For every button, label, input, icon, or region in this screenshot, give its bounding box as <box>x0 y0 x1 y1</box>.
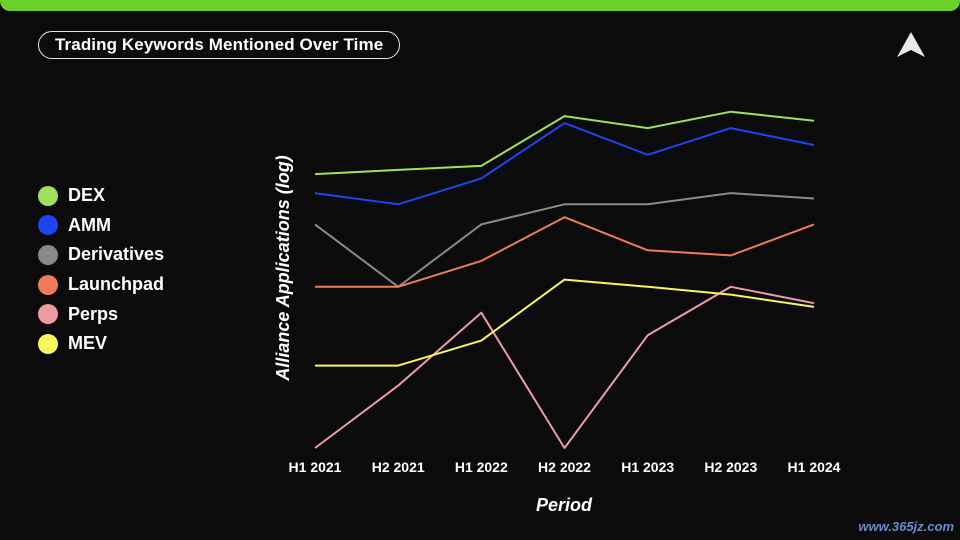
legend-dot-derivatives <box>38 244 58 265</box>
x-tick-labels: H1 2021 H2 2021 H1 2022 H2 2022 H1 2023 H2 20… <box>289 459 841 475</box>
chart-title: Trading Keywords Mentioned Over Time <box>38 31 401 59</box>
series-line-dex <box>314 110 815 176</box>
series-line-amm <box>314 122 815 206</box>
legend-item-mev: MEV <box>38 329 164 359</box>
legend-item-derivatives: Derivatives <box>38 240 164 270</box>
legend-dot-mev <box>38 333 58 354</box>
legend-label: Derivatives <box>68 244 165 265</box>
x-tick-label: H1 2021 <box>289 459 342 475</box>
series-layer <box>314 110 815 449</box>
chart-title-text: Trading Keywords Mentioned Over Time <box>55 35 384 54</box>
x-tick-label: H2 2023 <box>704 459 757 475</box>
legend: DEX AMM Derivatives Launchpad Perps MEV <box>38 181 164 359</box>
series-line-mev <box>315 278 815 367</box>
legend-item-amm: AMM <box>38 211 164 241</box>
top-accent-bar <box>0 0 960 11</box>
x-tick-label: H2 2022 <box>538 459 591 475</box>
legend-item-launchpad: Launchpad <box>38 270 164 300</box>
y-axis-title: Alliance Applications (log) <box>273 155 293 381</box>
x-tick-label: H1 2024 <box>788 459 841 475</box>
legend-label: Launchpad <box>68 274 165 295</box>
series-line-launchpad <box>315 216 815 288</box>
legend-item-perps: Perps <box>38 299 164 329</box>
watermark: www.365jz.com <box>858 519 954 534</box>
series-line-derivatives <box>314 192 815 288</box>
legend-dot-launchpad <box>38 274 58 295</box>
x-axis-title: Period <box>536 495 593 515</box>
legend-item-dex: DEX <box>38 181 164 211</box>
legend-label: Perps <box>68 303 119 324</box>
legend-dot-dex <box>38 185 58 206</box>
legend-label: MEV <box>68 333 108 354</box>
legend-dot-perps <box>38 304 58 325</box>
x-tick-label: H2 2021 <box>372 459 425 475</box>
x-tick-label: H1 2023 <box>621 459 674 475</box>
triangle-logo-icon <box>897 32 925 57</box>
legend-dot-amm <box>38 215 58 236</box>
x-tick-label: H1 2022 <box>455 459 508 475</box>
legend-label: DEX <box>68 185 106 206</box>
series-line-perps <box>314 285 815 449</box>
legend-label: AMM <box>68 214 111 235</box>
